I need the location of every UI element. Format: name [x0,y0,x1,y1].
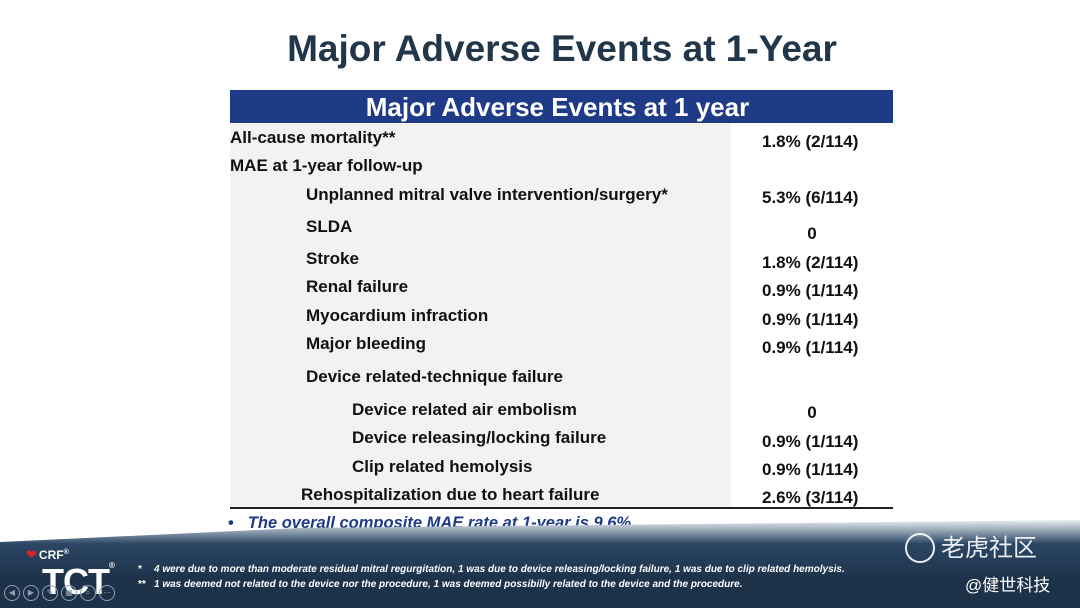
footnotes: * 4 were due to more than moderate residu… [138,562,845,592]
footnote-1-text: 4 were due to more than moderate residua… [154,564,845,575]
row-value-rehospitalization: 2.6% (3/114) [762,488,859,507]
row-label-slda: SLDA [306,217,353,236]
previous-slide-icon[interactable]: ◀ [4,585,20,601]
row-label-myocardium-infraction: Myocardium infraction [306,306,489,325]
next-slide-icon[interactable]: ▶ [23,585,39,601]
handle-watermark: @健世科技 [965,576,1051,595]
footer-band [0,520,1080,608]
row-label-major-bleeding: Major bleeding [306,334,426,353]
footnote-2: ** 1 was deemed not related to the device… [138,577,845,592]
zoom-icon[interactable]: ⌕ [80,585,96,601]
pen-icon[interactable]: ✎ [42,585,58,601]
community-watermark: 老虎社区 [905,528,1037,565]
row-label-all-cause-mortality: All-cause mortality** [230,128,396,147]
bullet-icon: • [228,514,234,532]
heart-icon: ❤ [26,547,37,562]
slide-title: Major Adverse Events at 1-Year [287,28,837,69]
row-value-myocardium-infraction: 0.9% (1/114) [762,310,859,329]
table-bottom-rule [230,507,893,509]
footnote-1-mark: * [138,564,142,575]
row-value-unplanned-intervention: 5.3% (6/114) [762,188,859,207]
row-label-renal-failure: Renal failure [306,277,409,296]
row-value-all-cause-mortality: 1.8% (2/114) [762,132,859,151]
table-header-text: Major Adverse Events at 1 year [365,92,750,122]
row-value-releasing-locking-failure: 0.9% (1/114) [762,432,859,451]
events-table [230,124,893,507]
row-label-unplanned-intervention: Unplanned mitral valve intervention/surg… [306,185,668,204]
row-label-device-technique-failure: Device related-technique failure [306,367,563,386]
footnote-1: * 4 were due to more than moderate residu… [138,562,845,577]
crf-logo: ❤ CRF® [26,547,69,563]
row-label-releasing-locking-failure: Device releasing/locking failure [352,428,607,447]
footnote-2-mark: ** [138,579,146,590]
label-column-background [230,124,731,507]
table-header: Major Adverse Events at 1 year [230,90,893,123]
more-options-icon[interactable]: ⋯ [99,585,115,601]
row-label-mae-followup: MAE at 1-year follow-up [230,156,423,175]
row-value-renal-failure: 0.9% (1/114) [762,281,859,300]
tct-registered-mark: ® [108,561,115,570]
row-label-air-embolism: Device related air embolism [352,400,577,419]
slideshow-nav-controls: ◀ ▶ ✎ ▦ ⌕ ⋯ [4,585,115,601]
crf-logo-text: CRF [38,548,64,562]
row-value-slda: 0 [807,224,817,243]
slides-grid-icon[interactable]: ▦ [61,585,77,601]
row-value-air-embolism: 0 [807,403,817,422]
footnote-2-text: 1 was deemed not related to the device n… [154,579,743,590]
row-label-stroke: Stroke [306,249,359,268]
community-watermark-text: 老虎社区 [941,535,1037,562]
row-value-stroke: 1.8% (2/114) [762,253,859,272]
row-label-rehospitalization: Rehospitalization due to heart failure [301,485,600,504]
row-value-clip-hemolysis: 0.9% (1/114) [762,460,859,479]
row-label-clip-hemolysis: Clip related hemolysis [352,457,533,476]
crf-registered-mark: ® [63,549,69,556]
paw-logo-icon [905,532,935,563]
row-value-major-bleeding: 0.9% (1/114) [762,338,859,357]
